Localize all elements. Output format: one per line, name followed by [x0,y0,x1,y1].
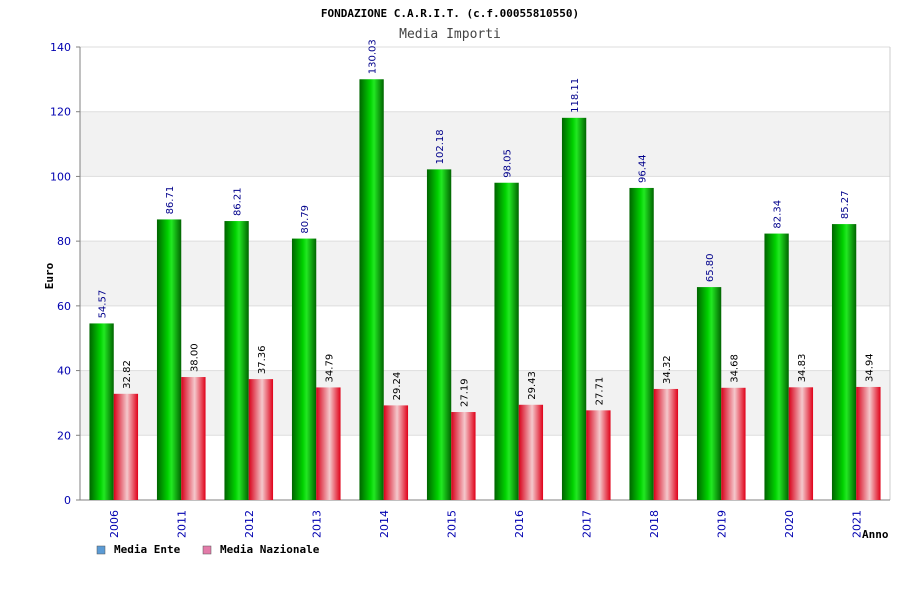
data-label-nazionale-2006: 32.82 [122,360,133,389]
data-label-ente-2006: 54.57 [98,290,109,319]
data-label-ente-2015: 102.18 [435,129,446,164]
legend-label-nazionale: Media Nazionale [220,543,320,556]
y-tick-label: 20 [57,429,71,442]
bar-nazionale-2014 [383,405,409,500]
data-label-ente-2012: 86.21 [233,187,244,216]
legend-label-ente: Media Ente [114,543,181,556]
data-label-nazionale-2020: 34.83 [797,354,808,383]
bar-ente-2019 [696,287,722,500]
data-label-nazionale-2016: 29.43 [527,371,538,400]
x-tick-label-2018: 2018 [648,510,661,538]
bar-ente-2013 [291,238,317,500]
data-label-ente-2016: 98.05 [503,149,514,178]
bar-nazionale-2012 [248,379,274,500]
legend-swatch-ente [96,545,106,555]
bar-nazionale-2018 [653,388,679,500]
bar-nazionale-2021 [856,386,881,500]
grid-band [80,241,890,306]
x-tick-label-2006: 2006 [108,510,121,538]
data-label-nazionale-2015: 27.19 [459,378,470,407]
bar-ente-2020 [764,233,789,500]
x-tick-label-2013: 2013 [310,510,323,538]
bars [89,79,881,501]
x-tick-label-2021: 2021 [850,510,863,538]
data-label-nazionale-2017: 27.71 [594,377,605,406]
bar-ente-2015 [426,169,452,501]
y-tick-label: 80 [57,235,71,248]
data-label-ente-2021: 85.27 [840,190,851,219]
bar-ente-2014 [359,79,384,500]
bar-ente-2016 [494,182,519,500]
y-tick-label: 140 [50,41,71,54]
y-axis-label: Euro [43,262,56,289]
y-tick-label: 40 [57,365,71,378]
x-tick-label-2012: 2012 [243,510,256,538]
grid-band [80,111,890,177]
x-tick-label-2020: 2020 [783,510,796,538]
x-tick-label-2014: 2014 [378,510,391,538]
bar-ente-2017 [561,117,587,501]
legend: Media Ente Media Nazionale [96,543,320,556]
y-tick-label: 0 [64,494,71,507]
y-tick-label: 120 [50,106,71,119]
data-label-nazionale-2013: 34.79 [324,354,335,383]
x-tick-label-2016: 2016 [513,510,526,538]
y-tick-label: 60 [57,300,71,313]
bar-nazionale-2013 [316,387,341,500]
data-label-ente-2013: 80.79 [300,205,311,234]
bar-nazionale-2019 [721,387,746,500]
bar-ente-2018 [629,187,654,501]
plot-background [80,47,890,500]
x-tick-label-2017: 2017 [580,510,593,538]
data-label-ente-2020: 82.34 [773,200,784,229]
bar-ente-2012 [224,221,249,500]
bar-ente-2011 [156,219,182,500]
data-label-nazionale-2021: 34.94 [864,353,875,382]
legend-swatch-nazionale [202,545,212,555]
x-tick-label-2015: 2015 [445,510,458,538]
x-axis: 2006 2011 2012 2013 2014 2015 2016 2017 2018 2019… [80,499,890,538]
data-label-nazionale-2012: 37.36 [257,345,268,374]
bar-nazionale-2015 [451,412,476,500]
bar-ente-2021 [831,224,857,500]
data-label-ente-2011: 86.71 [165,186,176,215]
bar-labels: 54.57 32.82 86.71 38.00 86.21 37.36 80.79 34.79… [98,39,876,407]
data-label-ente-2019: 65.80 [705,253,716,282]
grid-band [80,370,890,436]
chart-subtitle: Media Importi [399,27,501,42]
data-label-nazionale-2018: 34.32 [662,355,673,384]
x-axis-label: Anno [862,528,889,541]
data-label-ente-2017: 118.11 [570,78,581,113]
x-tick-label-2019: 2019 [715,510,728,538]
y-axis: 0 20 40 60 80 100 120 140 [50,41,81,507]
bar-nazionale-2016 [518,404,544,500]
chart-title: FONDAZIONE C.A.R.I.T. (c.f.00055810550) [321,7,579,20]
data-label-nazionale-2019: 34.68 [729,354,740,383]
data-label-ente-2018: 96.44 [638,154,649,183]
bar-nazionale-2017 [586,410,611,500]
bar-nazionale-2006 [113,393,139,500]
bar-nazionale-2020 [788,387,814,500]
data-label-nazionale-2014: 29.24 [392,372,403,401]
bar-nazionale-2011 [181,377,206,500]
data-label-ente-2014: 130.03 [368,39,379,74]
y-tick-label: 100 [50,170,71,183]
data-label-nazionale-2011: 38.00 [189,343,200,372]
bar-ente-2006 [89,323,114,500]
x-tick-label-2011: 2011 [175,510,188,538]
